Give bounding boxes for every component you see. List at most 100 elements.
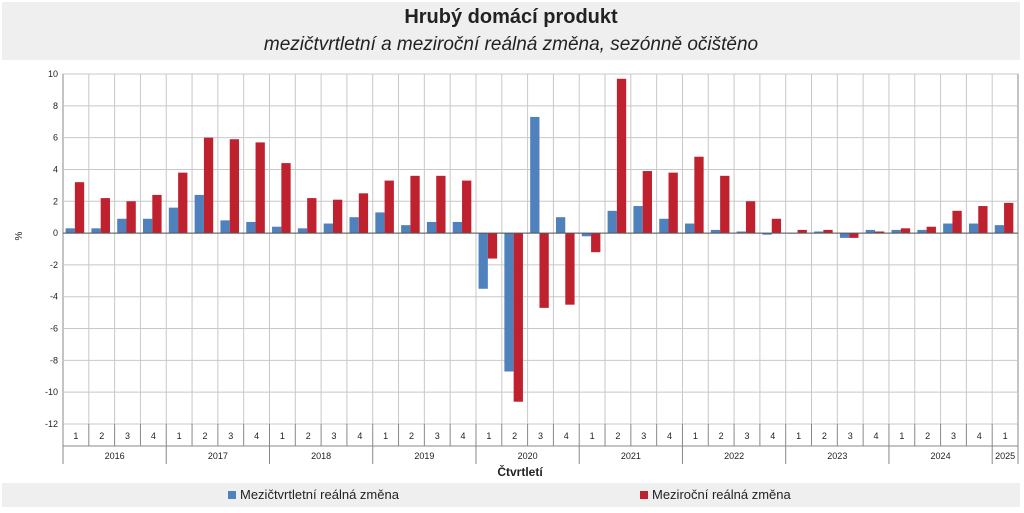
x-tick-label: 2 [719,431,724,441]
bar-qoq [762,233,772,235]
y-tick-label: 8 [53,101,58,111]
x-tick-label: 4 [461,431,466,441]
bar-qoq [504,233,514,372]
bar-qoq [117,218,127,234]
bar-yoy [900,228,911,234]
bar-yoy [281,163,291,234]
chart-title: Hrubý domácí produkt [404,6,618,28]
y-tick-label: -12 [45,419,58,429]
bar-qoq [685,223,695,234]
bar-yoy [745,201,756,234]
bar-qoq [168,207,179,234]
x-tick-label: 1 [590,431,595,441]
bar-yoy [591,233,601,253]
legend-swatch-qoq [228,490,236,499]
y-tick-label: -10 [45,387,58,397]
bar-qoq [297,228,308,234]
bar-yoy [74,182,85,234]
y-tick-label: 6 [53,133,58,143]
bar-qoq [555,217,566,234]
x-tick-label: 3 [332,431,337,441]
bar-qoq [143,218,153,234]
x-tick-label: 1 [383,431,388,441]
bar-qoq [607,210,617,234]
bar-qoq [375,212,385,234]
bar-yoy [642,171,653,234]
x-tick-label: 4 [357,431,362,441]
x-tick-label: 1 [693,431,698,441]
legend: Mezičtvrtletní reálná změna Meziroční re… [2,483,1020,507]
bar-yoy [358,193,369,234]
bar-yoy [694,156,704,234]
bar-yoy [384,180,394,234]
bar-qoq [91,228,101,234]
year-label: 2019 [414,451,434,461]
bar-qoq [65,228,75,234]
bar-yoy [152,194,162,234]
x-tick-label: 3 [744,431,749,441]
chart-subtitle: mezičtvrtletní a meziroční reálná změna,… [263,34,759,55]
y-tick-label: 10 [48,69,58,79]
bar-yoy [616,78,627,234]
bar-yoy [126,201,136,234]
x-tick-label: 2 [202,431,207,441]
x-tick-label: 3 [125,431,130,441]
bar-qoq [401,225,411,234]
bar-qoq [246,221,256,234]
year-label: 2025 [995,451,1015,461]
bar-yoy [436,175,446,234]
bar-qoq [633,206,643,234]
bar-yoy [849,233,859,238]
y-tick-label: -6 [50,324,58,334]
bar-yoy [823,229,833,234]
legend-swatch-yoy [640,490,648,499]
x-tick-label: 1 [280,431,285,441]
bar-yoy [797,229,807,234]
bar-yoy [410,175,420,234]
bar-qoq [530,116,540,234]
legend-label-yoy: Meziroční reálná změna [652,487,791,502]
x-tick-label: 3 [228,431,233,441]
x-tick-label: 3 [848,431,853,441]
x-tick-label: 2 [512,431,517,441]
chart-svg: 10 8 6 4 2 0 -2 -4 -6 -8 -10 -12 1 2 3 4 1 2 3 4 1 2 3 4 1 2 3 4 1 2 3… [14,69,1019,479]
bar-yoy [1004,202,1014,234]
x-tick-label: 1 [177,431,182,441]
axis-layer: 10 8 6 4 2 0 -2 -4 -6 -8 -10 -12 1 2 3 4 1 2 3 4 1 2 3 4 1 2 3 4 1 2 3… [45,69,1019,464]
x-tick-label: 4 [977,431,982,441]
x-tick-label: 4 [564,431,569,441]
y-tick-label: 2 [53,196,58,206]
y-tick-label: -4 [50,292,58,302]
x-tick-label: 1 [486,431,491,441]
y-tick-label: 0 [53,228,58,238]
bar-yoy [668,172,678,234]
x-tick-label: 2 [306,431,311,441]
x-tick-label: 2 [99,431,104,441]
bar-qoq [349,217,359,234]
x-tick-label: 3 [538,431,543,441]
bar-qoq [994,225,1005,234]
bar-yoy [229,139,240,234]
legend-item-yoy: Meziroční reálná změna [640,487,791,502]
bar-yoy [952,210,962,234]
bar-qoq [891,229,901,234]
bar-yoy [513,233,523,402]
x-tick-label: 4 [151,431,156,441]
x-tick-label: 2 [822,431,827,441]
bar-qoq [917,229,927,234]
bar-yoy [178,172,188,234]
bar-yoy [875,231,885,234]
bar-qoq [968,223,979,234]
bar-yoy [487,233,498,259]
bar-qoq [272,226,282,234]
bar-qoq [710,229,721,234]
bar-yoy [332,199,343,234]
bar-yoy [462,180,472,234]
year-label: 2017 [208,451,228,461]
bar-yoy [978,206,988,234]
bar-qoq [220,220,230,234]
bar-yoy [307,198,317,234]
bar-yoy [539,233,549,308]
year-label: 2018 [311,451,331,461]
